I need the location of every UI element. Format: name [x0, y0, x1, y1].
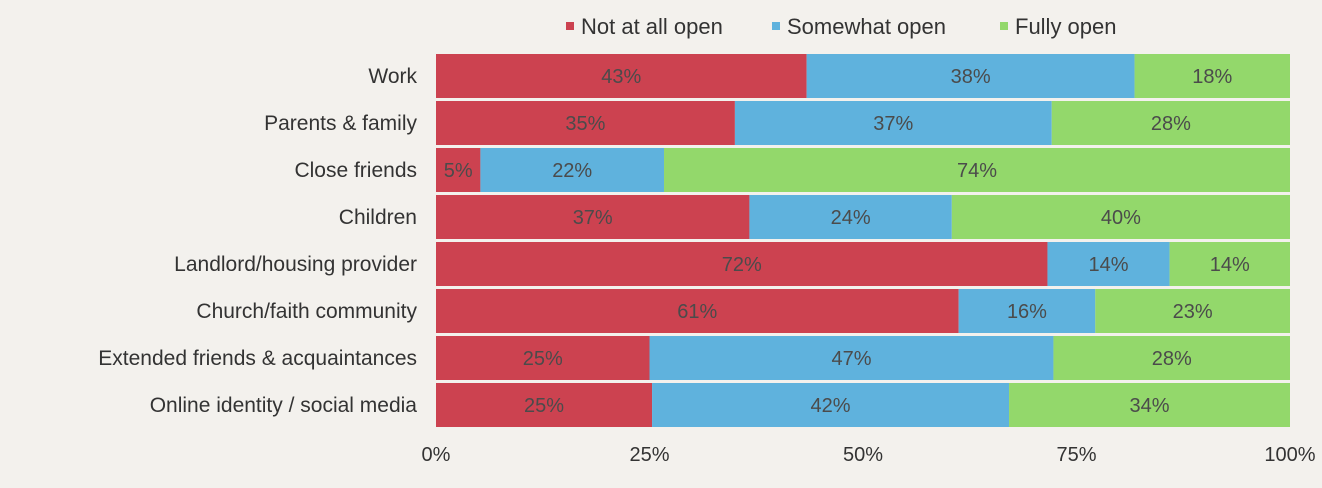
legend-swatch-0 [566, 22, 574, 30]
data-labels: 43% 38% 18% 35% 37% 28% 5% 22% 74% 37% 24% 40% 72% 14… [444, 66, 1250, 417]
category-label-5: Church/faith community [196, 300, 417, 323]
bar-0-0 [436, 54, 807, 98]
bar-6-2 [1053, 336, 1290, 380]
data-label-3-1: 24% [831, 207, 871, 229]
bars [436, 54, 1290, 427]
x-tick-label-1: 25% [629, 444, 669, 466]
bar-4-1 [1047, 242, 1170, 286]
x-tick-label-2: 50% [843, 444, 883, 466]
data-label-7-2: 34% [1130, 395, 1170, 417]
data-label-0-1: 38% [951, 66, 991, 88]
bar-5-2 [1095, 289, 1290, 333]
data-label-1-1: 37% [873, 113, 913, 135]
bar-3-1 [749, 195, 952, 239]
data-label-6-1: 47% [831, 348, 871, 370]
data-label-3-0: 37% [573, 207, 613, 229]
data-label-2-0: 5% [444, 160, 473, 182]
data-label-4-1: 14% [1089, 254, 1129, 276]
data-label-1-0: 35% [565, 113, 605, 135]
category-label-4: Landlord/housing provider [174, 253, 417, 276]
legend-label-0: Not at all open [581, 14, 723, 39]
bar-5-0 [436, 289, 959, 333]
bar-4-0 [436, 242, 1048, 286]
bar-2-2 [664, 148, 1290, 192]
category-labels: Work Parents & family Close friends Childre… [98, 65, 417, 417]
data-label-2-2: 74% [957, 160, 997, 182]
data-label-4-0: 72% [722, 254, 762, 276]
data-label-6-0: 25% [523, 348, 563, 370]
data-label-5-2: 23% [1173, 301, 1213, 323]
category-label-2: Close friends [294, 159, 417, 182]
bar-7-2 [1009, 383, 1290, 427]
data-label-0-0: 43% [601, 66, 641, 88]
data-label-4-2: 14% [1210, 254, 1250, 276]
legend-swatch-1 [772, 22, 780, 30]
bar-6-1 [649, 336, 1054, 380]
category-label-1: Parents & family [264, 112, 417, 135]
category-label-3: Children [339, 206, 417, 229]
category-label-0: Work [368, 65, 417, 88]
data-label-7-0: 25% [524, 395, 564, 417]
bar-6-0 [436, 336, 650, 380]
bar-0-2 [1134, 54, 1290, 98]
data-label-2-1: 22% [552, 160, 592, 182]
data-label-5-0: 61% [677, 301, 717, 323]
x-tick-label-4: 100% [1264, 444, 1315, 466]
bar-3-2 [951, 195, 1290, 239]
bar-4-2 [1169, 242, 1290, 286]
bar-0-1 [806, 54, 1135, 98]
data-label-5-1: 16% [1007, 301, 1047, 323]
bar-7-0 [436, 383, 653, 427]
bar-5-1 [958, 289, 1096, 333]
x-tick-label-0: 0% [422, 444, 451, 466]
legend-swatch-2 [1000, 22, 1008, 30]
data-label-1-2: 28% [1151, 113, 1191, 135]
bar-2-0 [436, 148, 481, 192]
legend-label-2: Fully open [1015, 14, 1117, 39]
legend-label-1: Somewhat open [787, 14, 946, 39]
legend: Not at all open Somewhat open Fully open [566, 14, 1117, 39]
bar-1-0 [436, 101, 735, 145]
data-label-0-2: 18% [1192, 66, 1232, 88]
bar-7-1 [652, 383, 1010, 427]
x-tick-label-3: 75% [1056, 444, 1096, 466]
x-axis: 0% 25% 50% 75% 100% [422, 444, 1316, 466]
data-label-3-2: 40% [1101, 207, 1141, 229]
category-label-6: Extended friends & acquaintances [98, 347, 417, 370]
data-label-7-1: 42% [811, 395, 851, 417]
bar-3-0 [436, 195, 750, 239]
bar-1-2 [1051, 101, 1290, 145]
data-label-6-2: 28% [1152, 348, 1192, 370]
bar-2-1 [480, 148, 665, 192]
category-label-7: Online identity / social media [150, 394, 418, 417]
bar-1-1 [734, 101, 1052, 145]
